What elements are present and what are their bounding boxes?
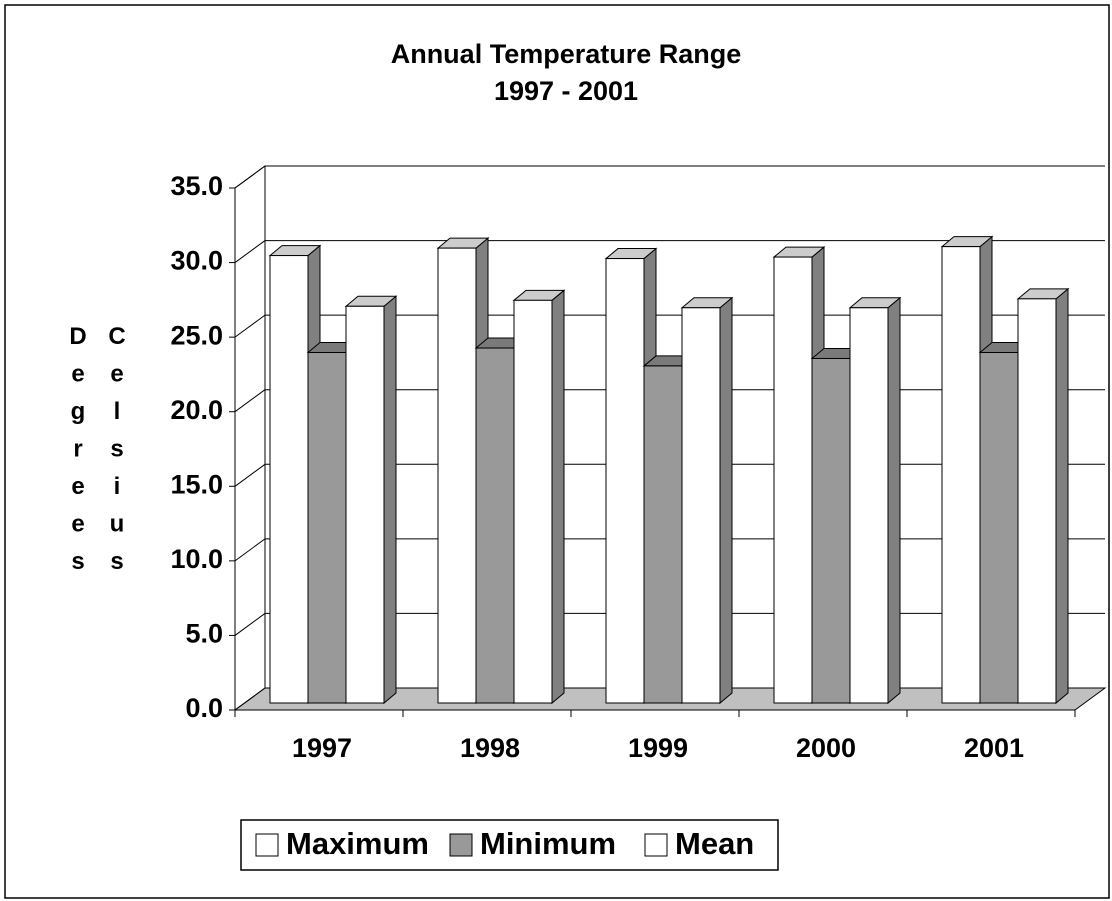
legend-label: Maximum [286,826,429,861]
y-tick-label: 25.0 [170,320,223,350]
y-tick-label: 10.0 [170,544,223,574]
legend-label: Mean [675,826,754,861]
x-tick-label: 2000 [796,733,856,763]
bar-front [269,255,309,704]
bar-side [383,295,397,705]
chart-title: Annual Temperature Range [391,39,742,69]
bar-side [551,289,565,705]
legend-swatch [644,833,668,857]
bar-side [719,296,733,705]
legend-label: Minimum [480,826,616,861]
x-tick-label: 2001 [964,733,1024,763]
grid-line [234,538,266,562]
bar-front [773,256,813,704]
bar-front [849,307,889,704]
legend-swatch [255,833,279,857]
grid-line [234,613,266,636]
bar-front [941,246,981,704]
x-tick-label: 1997 [292,733,352,763]
bar-front [437,247,477,704]
y-tick-label: 30.0 [170,246,223,276]
y-tick-label: 15.0 [170,469,223,499]
bar-front [345,305,385,704]
bar-front [681,307,721,704]
grid-line [234,165,266,189]
bar [1016,287,1070,705]
bar-front [643,365,683,704]
bar-side [1055,287,1069,705]
bar-front [307,352,347,704]
y-tick-label: 35.0 [170,171,223,201]
legend-swatch [449,833,473,857]
bar [512,289,566,705]
y-tick-label: 20.0 [170,395,223,425]
grid-line [234,463,266,487]
legend-box [240,819,779,871]
grid-line [234,687,266,711]
bar-side [887,296,901,705]
y-tick-label: 5.0 [185,619,223,649]
bar-front [811,357,851,704]
bar-front [513,299,553,704]
bar [344,295,398,705]
bar-front [1017,298,1057,704]
x-tick-label: 1999 [628,733,688,763]
bar-front [605,258,645,704]
bar [680,296,734,705]
bar-front [475,347,515,704]
y-tick-label: 0.0 [185,693,223,723]
bar-front [979,352,1019,704]
grid-line [234,240,266,263]
x-tick-label: 1998 [460,733,520,763]
grid-line [234,389,266,413]
grid-line [234,314,266,338]
bar [848,296,902,705]
chart-subtitle: 1997 - 2001 [494,76,638,106]
